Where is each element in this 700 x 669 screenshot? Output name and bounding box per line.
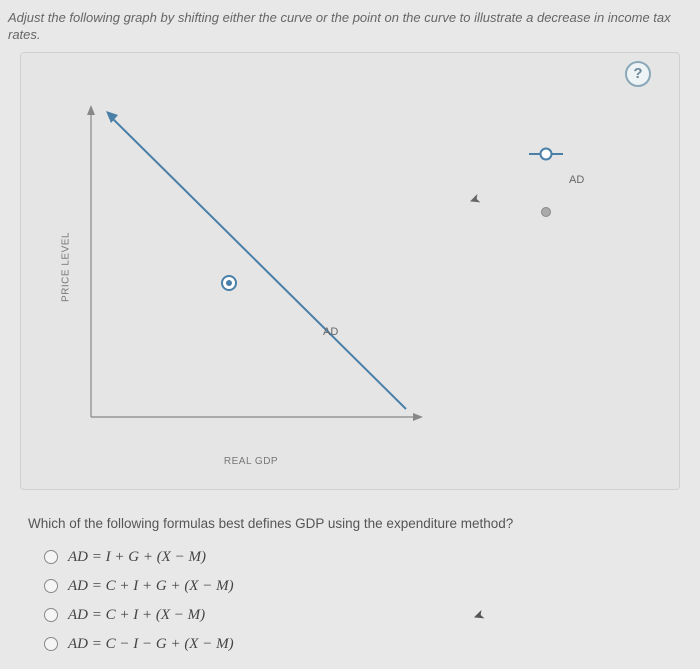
radio-icon[interactable]	[44, 637, 58, 651]
question-text: Which of the following formulas best def…	[28, 516, 672, 531]
option-formula: AD = C + I + (X − M)	[68, 607, 205, 624]
legend-line-icon	[529, 153, 563, 155]
graph-panel: ? AD PRICE LEVEL REAL GDP ➤ AD	[20, 52, 680, 490]
option-0[interactable]: AD = I + G + (X − M)	[44, 545, 672, 570]
chart-area[interactable]: AD PRICE LEVEL REAL GDP	[61, 97, 441, 437]
help-button[interactable]: ?	[625, 61, 651, 87]
legend-row-label: AD	[529, 169, 619, 191]
legend-dot-icon	[541, 207, 551, 217]
legend-row-point[interactable]	[529, 201, 619, 223]
x-axis-label: REAL GDP	[224, 456, 278, 467]
radio-icon[interactable]	[44, 579, 58, 593]
svg-text:AD: AD	[323, 326, 338, 338]
option-1[interactable]: AD = C + I + G + (X − M)	[44, 574, 672, 599]
option-formula: AD = C + I + G + (X − M)	[68, 578, 234, 595]
legend-curve-label: AD	[569, 174, 584, 186]
instruction-text: Adjust the following graph by shifting e…	[8, 10, 692, 44]
question-block: Which of the following formulas best def…	[8, 508, 692, 669]
ad-chart-svg[interactable]: AD	[61, 97, 441, 437]
page-root: Adjust the following graph by shifting e…	[0, 0, 700, 666]
legend: AD	[529, 143, 619, 231]
option-3[interactable]: AD = C − I − G + (X − M)	[44, 632, 672, 657]
cursor-icon: ➤	[466, 189, 483, 209]
option-formula: AD = I + G + (X − M)	[68, 549, 206, 566]
option-formula: AD = C − I − G + (X − M)	[68, 636, 234, 653]
legend-row-curve[interactable]	[529, 143, 619, 165]
radio-icon[interactable]	[44, 608, 58, 622]
option-2[interactable]: AD = C + I + (X − M)	[44, 603, 672, 628]
y-axis-label: PRICE LEVEL	[60, 232, 71, 302]
radio-icon[interactable]	[44, 550, 58, 564]
